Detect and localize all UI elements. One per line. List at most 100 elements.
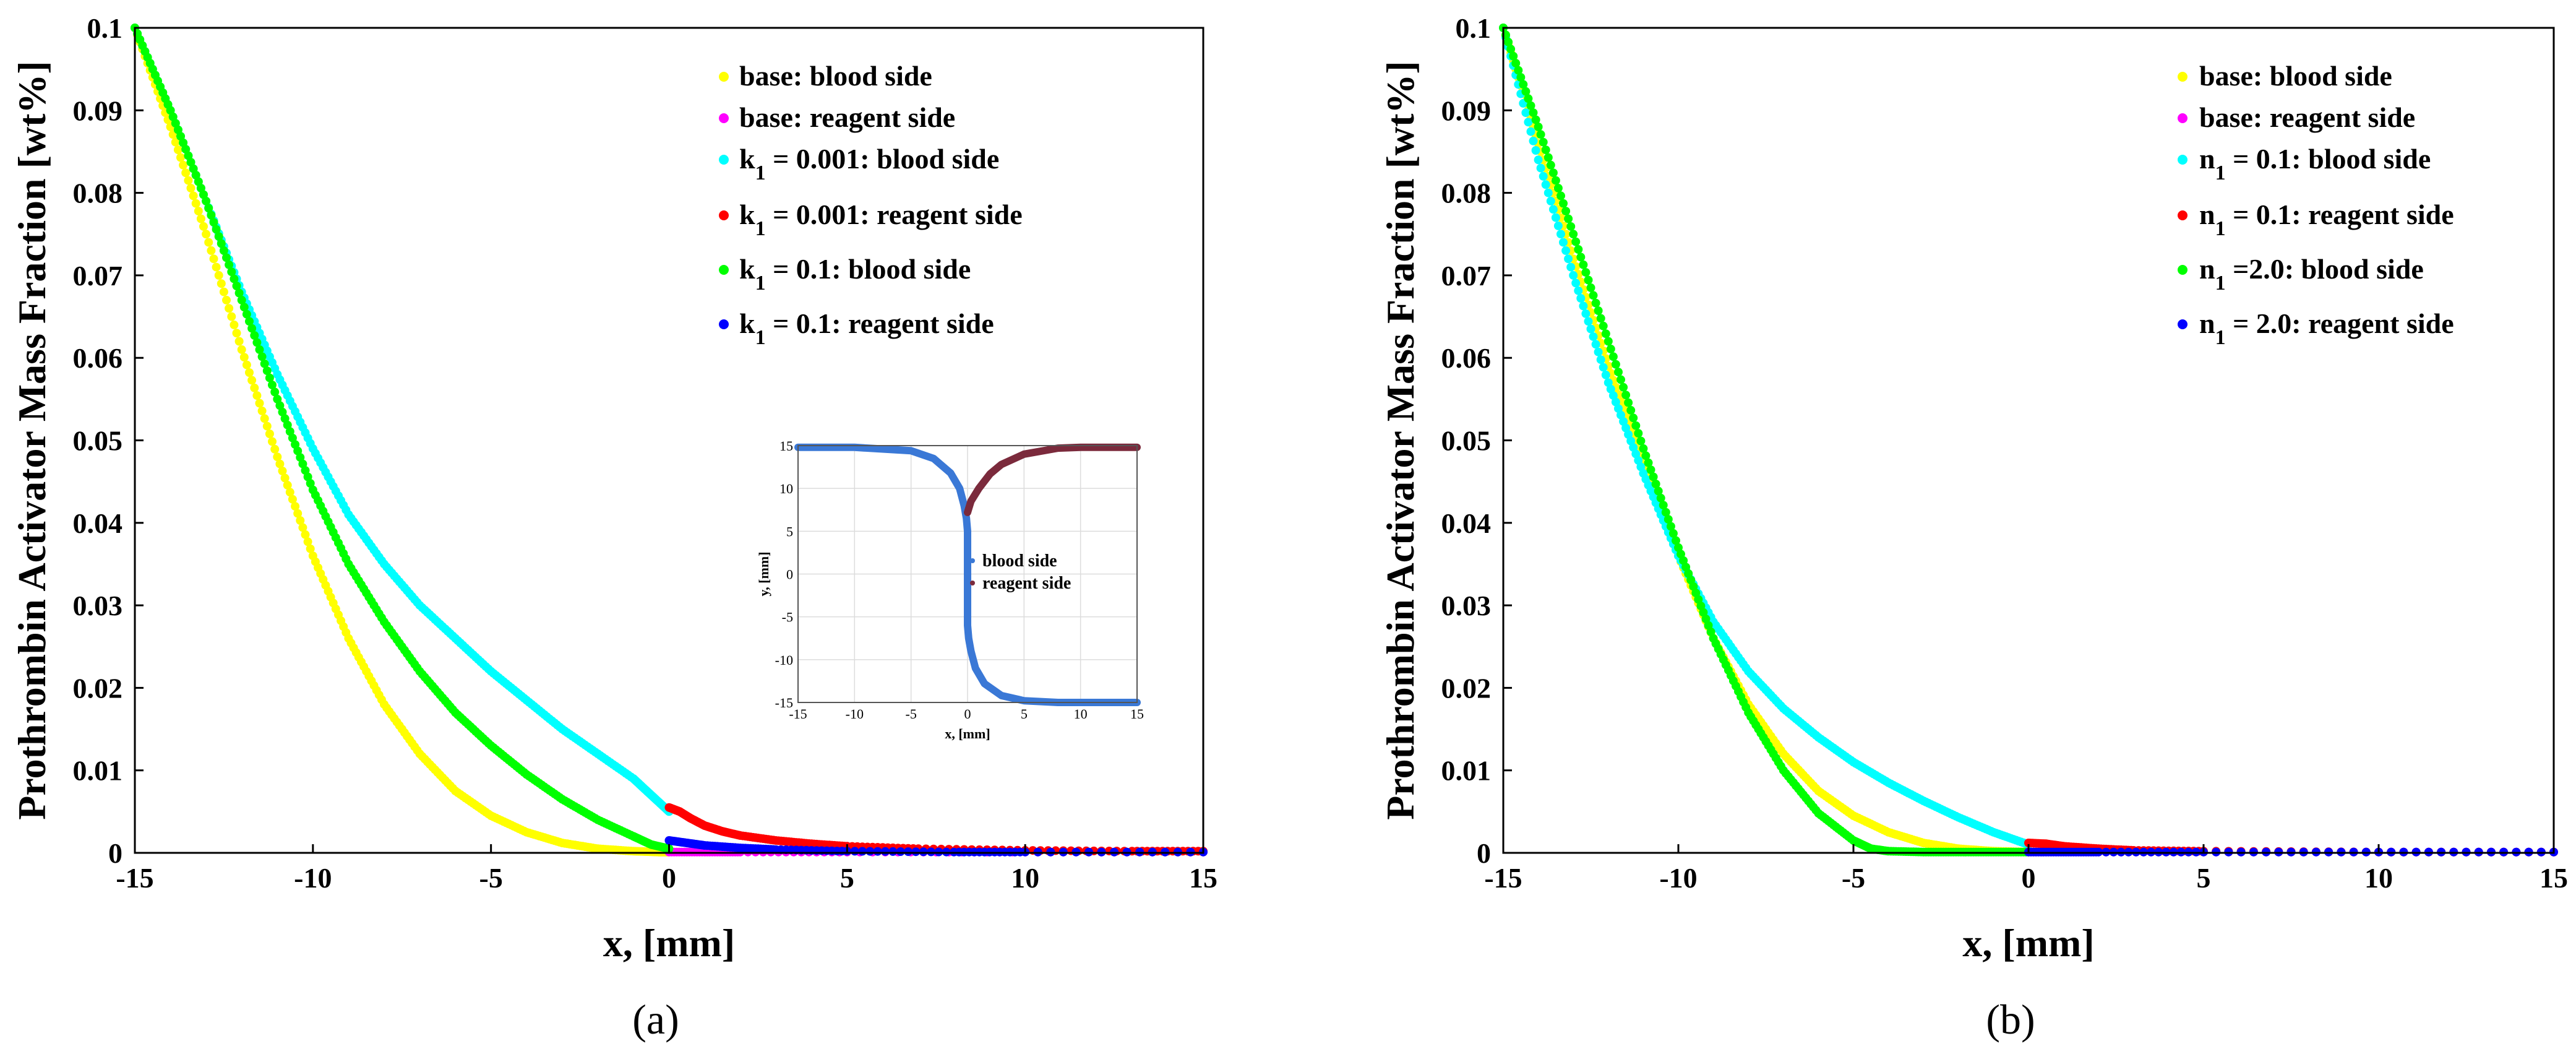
data-point — [262, 366, 272, 376]
data-point — [214, 270, 223, 280]
data-point — [904, 847, 912, 857]
y-tick-label: 0.07 — [1441, 260, 1492, 292]
data-point — [225, 260, 234, 269]
data-point — [232, 329, 241, 338]
data-point — [298, 523, 307, 532]
legend-marker — [719, 265, 729, 275]
data-point — [1706, 627, 1715, 636]
data-point — [301, 530, 310, 539]
data-point — [1611, 360, 1620, 369]
data-point — [1586, 324, 1595, 334]
legend-marker — [2178, 113, 2187, 123]
data-point — [303, 472, 312, 482]
data-point — [184, 176, 193, 185]
data-point — [1608, 391, 1618, 400]
x-tick-label: 15 — [1189, 862, 1217, 894]
series-2 — [1499, 24, 2033, 849]
data-point — [303, 537, 312, 546]
y-tick-label: 0.09 — [1441, 95, 1492, 126]
data-point — [1546, 160, 1555, 170]
data-point — [1504, 37, 1513, 46]
data-point — [1536, 163, 1545, 173]
data-point — [873, 847, 882, 856]
inset-series-0 — [794, 443, 1141, 706]
y-tick-label: 0.05 — [1441, 425, 1492, 457]
legend-text: base: reagent side — [2199, 102, 2415, 133]
legend-label: base: blood side — [2199, 60, 2392, 92]
data-point — [1626, 405, 1636, 415]
inset-x-tick-label: 15 — [1130, 706, 1144, 722]
data-point — [194, 177, 203, 186]
data-point — [1521, 87, 1531, 96]
y-tick-label: 0 — [1477, 837, 1491, 869]
data-point — [166, 106, 175, 115]
data-point — [296, 516, 305, 525]
data-point — [1579, 260, 1588, 269]
y-tick-label: 0.03 — [1441, 590, 1492, 621]
data-point — [1608, 352, 1618, 361]
data-point — [1556, 230, 1565, 239]
x-tick-label: 0 — [2022, 862, 2036, 894]
data-point — [247, 324, 257, 333]
data-point — [179, 160, 188, 170]
data-point — [189, 191, 198, 201]
data-point — [298, 459, 307, 469]
data-point — [1574, 286, 1583, 295]
data-point — [1539, 171, 1548, 181]
data-point — [1651, 480, 1660, 488]
legend-text: = 0.001: reagent side — [766, 199, 1023, 230]
x-tick-label: -10 — [294, 862, 332, 894]
data-point — [1534, 123, 1543, 131]
data-point — [237, 345, 246, 354]
data-point — [1596, 314, 1605, 323]
data-point — [1569, 230, 1578, 239]
legend-text: base: reagent side — [739, 102, 955, 133]
data-point — [255, 345, 264, 354]
series-5 — [664, 836, 1208, 857]
data-point — [209, 218, 218, 227]
data-point — [234, 288, 244, 298]
data-point — [262, 421, 272, 431]
data-point — [245, 368, 254, 377]
data-point — [275, 459, 285, 469]
data-point — [204, 238, 213, 247]
data-point — [1689, 582, 1698, 591]
x-tick-label: 15 — [2540, 862, 2568, 894]
data-point — [306, 479, 315, 488]
legend-marker — [2178, 265, 2187, 275]
data-point — [250, 383, 259, 392]
legend-marker — [719, 155, 729, 165]
data-point — [858, 847, 867, 856]
inset-y-tick-label: 10 — [779, 481, 793, 496]
data-point — [1543, 188, 1553, 197]
legend-text: n — [2199, 143, 2215, 175]
data-point — [184, 151, 193, 160]
data-point — [1601, 370, 1610, 379]
legend-subscript: 1 — [755, 326, 766, 349]
chart-panel-a: -15 -10 -5 0 5 10 1500.010.020.030.040.050.060… — [10, 12, 1217, 1043]
data-point — [1576, 294, 1586, 303]
x-axis-label: x, [mm] — [1962, 921, 2094, 965]
legend-text: =2.0: blood side — [2226, 253, 2424, 285]
data-point — [212, 262, 221, 272]
data-point — [1639, 444, 1648, 453]
data-point — [1619, 382, 1628, 392]
data-point — [1541, 180, 1550, 189]
data-point — [927, 847, 935, 857]
data-point — [1604, 337, 1613, 346]
data-point — [896, 847, 905, 856]
data-point — [186, 184, 195, 192]
data-point — [1551, 213, 1560, 222]
data-point — [1601, 329, 1610, 339]
data-point — [1579, 301, 1588, 311]
data-point — [1661, 508, 1670, 517]
legend-text: base: blood side — [739, 60, 932, 92]
data-point — [1581, 309, 1591, 318]
legend-label: n1 = 0.1: reagent side — [2199, 199, 2454, 240]
data-point — [1691, 589, 1701, 598]
legend-text: k — [739, 308, 755, 339]
data-point — [1509, 51, 1518, 61]
panel-label: (b) — [1986, 996, 2035, 1043]
data-point — [1531, 115, 1540, 124]
x-tick-label: -5 — [1842, 862, 1865, 894]
